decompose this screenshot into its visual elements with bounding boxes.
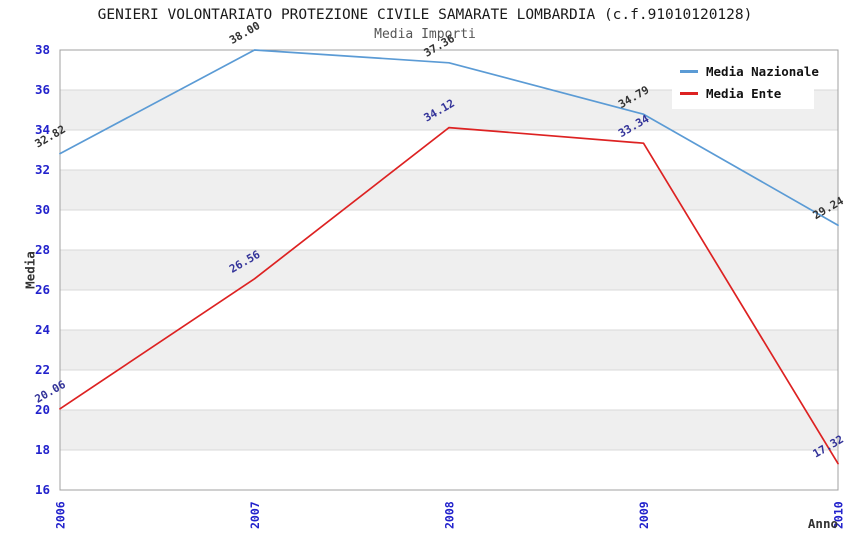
chart-subtitle: Media Importi bbox=[374, 27, 476, 42]
x-tick-label: 2009 bbox=[637, 501, 651, 529]
data-point-label: 38.00 bbox=[227, 19, 262, 47]
y-tick-label: 22 bbox=[35, 362, 50, 377]
chart-title: GENIERI VOLONTARIATO PROTEZIONE CIVILE S… bbox=[97, 7, 753, 23]
legend-item-media-ente: Media Ente bbox=[680, 85, 808, 102]
y-tick-label: 24 bbox=[35, 322, 50, 337]
y-tick-label: 34 bbox=[35, 122, 50, 137]
y-tick-label: 28 bbox=[35, 242, 50, 257]
x-axis-label: Anno bbox=[807, 516, 838, 531]
legend: Media Nazionale Media Ente bbox=[672, 56, 819, 109]
grid-band bbox=[60, 330, 838, 370]
legend-swatch-nazionale-icon bbox=[680, 70, 698, 73]
legend-swatch-ente-icon bbox=[680, 92, 698, 95]
series-line-nazionale bbox=[59, 49, 839, 227]
y-tick-label: 36 bbox=[35, 82, 50, 97]
y-tick-label: 26 bbox=[35, 282, 50, 297]
grid-band bbox=[60, 250, 838, 290]
y-tick-label: 30 bbox=[35, 202, 50, 217]
plot-border bbox=[59, 49, 839, 491]
grid-band bbox=[60, 130, 838, 170]
grid-band bbox=[60, 410, 838, 450]
y-tick-label: 16 bbox=[35, 482, 50, 497]
x-tick-label: 2008 bbox=[443, 501, 457, 529]
y-tick-label: 20 bbox=[35, 402, 50, 417]
x-tick-label: 2010 bbox=[832, 501, 846, 529]
x-tick-label: 2007 bbox=[248, 501, 262, 529]
series-line-ente bbox=[59, 126, 839, 465]
legend-label-media-nazionale: Media Nazionale bbox=[706, 64, 819, 79]
x-tick-label: 2006 bbox=[54, 501, 68, 529]
grid-band bbox=[60, 370, 838, 410]
y-tick-label: 32 bbox=[35, 162, 50, 177]
y-tick-label: 18 bbox=[35, 442, 50, 457]
legend-item-media-nazionale: Media Nazionale bbox=[680, 63, 819, 80]
grid-band bbox=[60, 290, 838, 330]
grid-band bbox=[60, 450, 838, 490]
y-tick-label: 38 bbox=[35, 42, 50, 57]
grid-band bbox=[60, 210, 838, 250]
grid-band bbox=[60, 170, 838, 210]
legend-label-media-ente: Media Ente bbox=[706, 86, 782, 101]
